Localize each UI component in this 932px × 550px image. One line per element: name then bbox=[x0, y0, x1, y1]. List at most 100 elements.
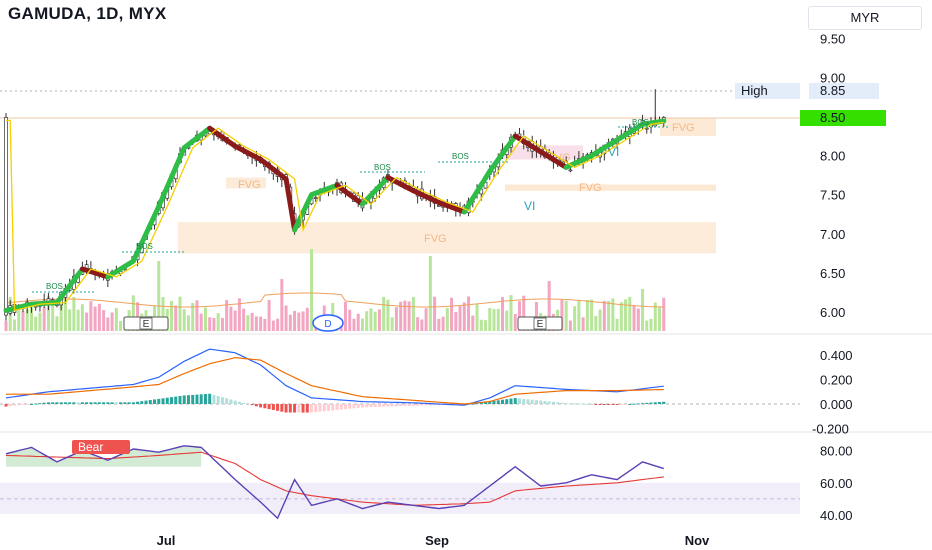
macd-histogram-bar bbox=[271, 404, 275, 410]
volume-bar bbox=[496, 308, 500, 331]
macd-histogram-bar bbox=[38, 403, 42, 405]
macd-histogram-bar bbox=[34, 403, 38, 405]
volume-bar bbox=[212, 318, 216, 331]
volume-bar bbox=[297, 312, 301, 331]
candle-body bbox=[568, 169, 573, 172]
volume-bar bbox=[377, 309, 381, 331]
macd-histogram-bar bbox=[29, 404, 33, 405]
volume-bar bbox=[220, 317, 224, 331]
volume-bar bbox=[305, 307, 309, 331]
rsi-tick-label: 80.00 bbox=[820, 444, 853, 459]
macd-histogram-bar bbox=[509, 398, 513, 404]
volume-bar bbox=[607, 300, 611, 331]
macd-histogram-bar bbox=[335, 404, 339, 410]
volume-bar bbox=[445, 308, 449, 331]
volume-bar bbox=[276, 318, 280, 331]
macd-histogram-bar bbox=[619, 404, 623, 405]
macd-histogram-bar bbox=[577, 403, 581, 405]
volume-bar bbox=[454, 312, 458, 331]
volume-bar bbox=[280, 279, 284, 331]
volume-bar bbox=[458, 306, 462, 331]
volume-bar bbox=[517, 301, 521, 331]
macd-histogram-bar bbox=[403, 404, 407, 406]
volume-bar bbox=[68, 309, 72, 331]
candle-body bbox=[313, 197, 318, 199]
last-price-box bbox=[800, 110, 886, 126]
currency-button[interactable]: MYR bbox=[808, 6, 922, 30]
macd-histogram-bar bbox=[636, 403, 640, 405]
macd-histogram-bar bbox=[314, 404, 318, 413]
high-value-box bbox=[809, 83, 879, 99]
macd-histogram-bar bbox=[220, 397, 224, 404]
volume-bar bbox=[641, 289, 645, 331]
volume-bar bbox=[475, 304, 479, 331]
macd-histogram-bar bbox=[148, 400, 152, 404]
volume-bar bbox=[225, 299, 229, 331]
volume-bar bbox=[352, 318, 356, 331]
macd-histogram-bar bbox=[46, 402, 50, 404]
volume-bar bbox=[450, 297, 454, 331]
volume-bar bbox=[208, 317, 212, 331]
macd-histogram-bar bbox=[267, 404, 271, 410]
volume-bar bbox=[199, 313, 203, 331]
macd-histogram-bar bbox=[484, 402, 488, 404]
volume-bar bbox=[131, 295, 135, 331]
volume-bar bbox=[4, 321, 8, 331]
volume-bar bbox=[373, 311, 377, 331]
macd-histogram-bar bbox=[106, 402, 110, 404]
volume-bar bbox=[628, 296, 632, 331]
macd-histogram-bar bbox=[662, 401, 666, 404]
rsi-line bbox=[5, 445, 665, 520]
volume-bar bbox=[484, 320, 488, 331]
volume-bar bbox=[174, 305, 178, 331]
macd-histogram-bar bbox=[522, 398, 526, 404]
macd-histogram-bar bbox=[203, 394, 207, 404]
macd-histogram-bar bbox=[382, 404, 386, 407]
macd-histogram-bar bbox=[632, 403, 636, 405]
macd-histogram-bar bbox=[526, 399, 530, 404]
macd-histogram-bar bbox=[505, 399, 509, 404]
volume-bar bbox=[658, 307, 662, 331]
macd-histogram-bar bbox=[76, 402, 80, 404]
chart-title: GAMUDA, 1D, MYX bbox=[8, 4, 167, 23]
macd-histogram-bar bbox=[229, 399, 233, 404]
x-tick-label: Sep bbox=[425, 533, 449, 548]
price-tick-label: 9.50 bbox=[820, 31, 845, 46]
volume-bar bbox=[420, 319, 424, 331]
volume-bar bbox=[369, 308, 373, 331]
volume-bar bbox=[390, 317, 394, 331]
candle-body bbox=[4, 117, 8, 316]
macd-histogram-bar bbox=[310, 404, 314, 413]
volume-bar bbox=[267, 299, 271, 331]
volume-bar bbox=[611, 298, 615, 331]
volume-bar bbox=[394, 307, 398, 331]
bos-label: BOS bbox=[632, 118, 649, 127]
macd-histogram-bar bbox=[343, 404, 347, 410]
macd-histogram-bar bbox=[174, 396, 178, 404]
volume-bar bbox=[602, 300, 606, 331]
macd-histogram-bar bbox=[543, 401, 547, 404]
volume-bar bbox=[38, 312, 42, 331]
macd-histogram-bar bbox=[225, 398, 229, 404]
macd-histogram-bar bbox=[653, 402, 657, 404]
volume-bar bbox=[237, 298, 241, 331]
volume-bar bbox=[632, 305, 636, 331]
macd-histogram-bar bbox=[63, 402, 67, 404]
volume-bar bbox=[254, 316, 258, 331]
dividend-badge bbox=[312, 314, 344, 332]
macd-histogram-bar bbox=[428, 404, 432, 406]
macd-histogram-bar bbox=[564, 403, 568, 405]
high-label-box bbox=[735, 83, 800, 99]
volume-bar bbox=[182, 309, 186, 331]
volume-bar bbox=[568, 320, 572, 331]
macd-histogram-bar bbox=[178, 396, 182, 404]
macd-histogram-bar bbox=[594, 404, 598, 405]
macd-histogram-bar bbox=[161, 398, 165, 404]
volume-bar bbox=[233, 310, 237, 331]
volume-bar bbox=[522, 295, 526, 331]
volume-bar bbox=[170, 301, 173, 331]
volume-bar bbox=[594, 315, 598, 331]
volume-bar bbox=[21, 311, 25, 331]
volume-bar bbox=[590, 299, 594, 331]
